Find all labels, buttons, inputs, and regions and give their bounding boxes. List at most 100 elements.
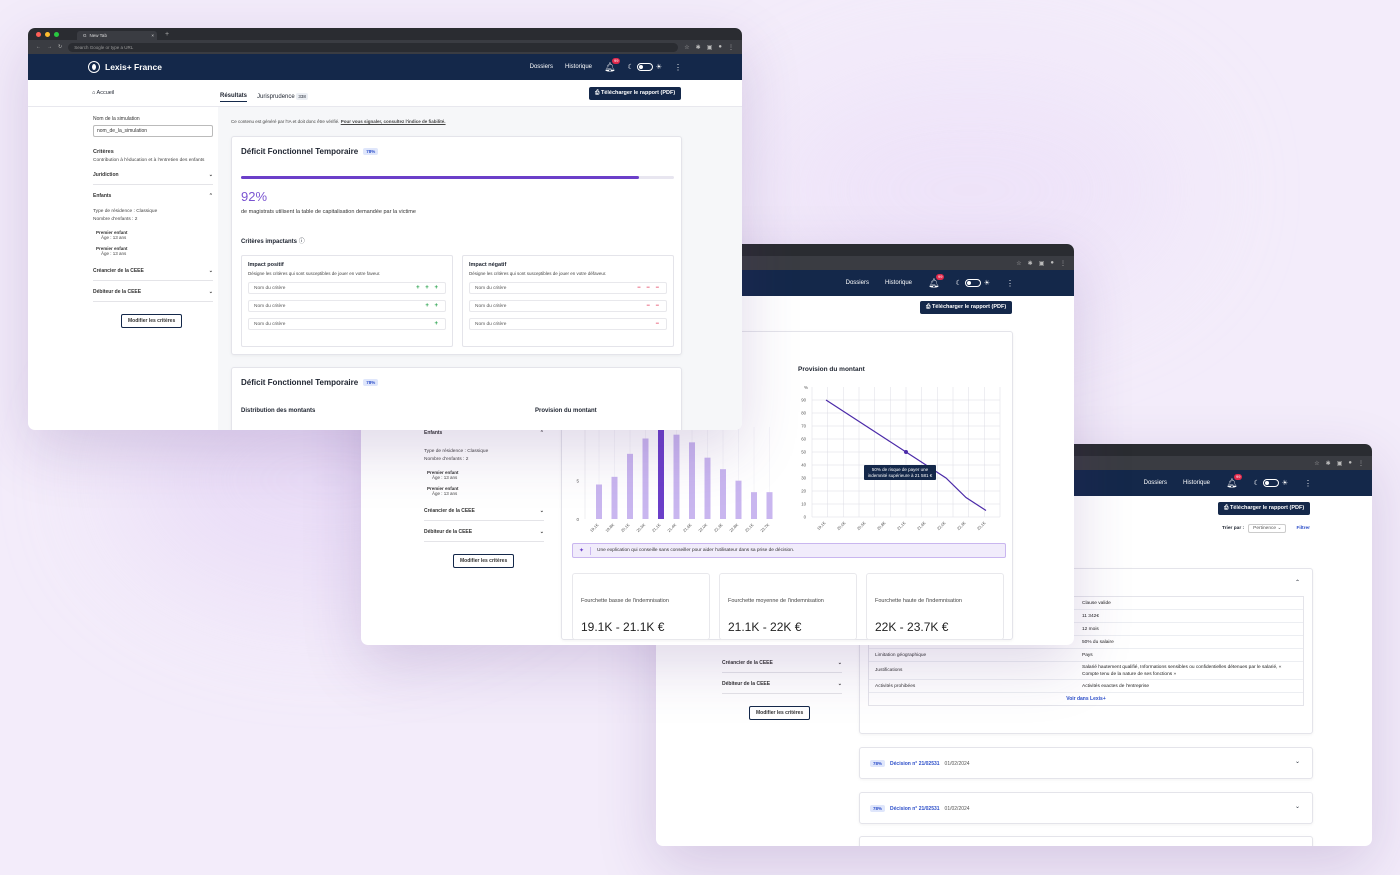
menu-icon[interactable]: ⋮ bbox=[728, 44, 734, 51]
theme-switch[interactable] bbox=[1262, 479, 1279, 487]
section-juridiction[interactable]: Juridiction ⌄ bbox=[93, 164, 213, 185]
y-tick-label: 0 bbox=[576, 517, 579, 522]
nav-historique[interactable]: Historique bbox=[564, 64, 592, 70]
brand-name: Lexis+ France bbox=[105, 62, 162, 72]
bar bbox=[704, 457, 711, 519]
modify-criteria-button[interactable]: Modifier les critères bbox=[453, 554, 515, 568]
new-tab-icon[interactable]: + bbox=[165, 30, 170, 38]
theme-toggle[interactable]: ☾ ☀ bbox=[955, 279, 990, 287]
home-breadcrumb[interactable]: ⌂ Accueil bbox=[92, 90, 114, 96]
menu-icon[interactable]: ⋮ bbox=[1358, 460, 1364, 467]
info-icon[interactable]: ⓘ bbox=[298, 239, 305, 245]
theme-toggle[interactable]: ☾ ☀ bbox=[627, 63, 662, 71]
decision-title[interactable]: Décision n° 21/02531 bbox=[890, 805, 940, 812]
section-debiteur[interactable]: Débiteur de la CEEE ⌄ bbox=[424, 521, 544, 542]
x-tick-label: 23,7K bbox=[759, 522, 770, 533]
sidebar-icon[interactable]: ▣ bbox=[1336, 460, 1343, 467]
star-icon[interactable]: ☆ bbox=[1016, 260, 1022, 267]
simulation-name-input[interactable]: nom_de_la_simulation bbox=[93, 125, 213, 137]
decision-card[interactable] bbox=[859, 836, 1313, 846]
extensions-icon[interactable]: ✱ bbox=[1325, 460, 1331, 467]
filter-link[interactable]: Filtrer bbox=[1296, 526, 1311, 531]
bar bbox=[611, 476, 618, 519]
theme-switch[interactable] bbox=[964, 279, 981, 287]
profile-icon[interactable]: ● bbox=[1348, 459, 1352, 466]
nav-historique[interactable]: Historique bbox=[1182, 480, 1210, 486]
section-creancier[interactable]: Créancier de la CEEE ⌄ bbox=[722, 652, 842, 673]
tab-resultats[interactable]: Résultats bbox=[220, 93, 248, 102]
close-window-icon[interactable] bbox=[36, 31, 41, 37]
section-debiteur[interactable]: Débiteur de la CEEE ⌄ bbox=[722, 673, 842, 694]
forward-icon[interactable]: → bbox=[47, 44, 52, 50]
decision-title[interactable]: Décision n° 21/02531 bbox=[890, 760, 940, 767]
star-icon[interactable]: ☆ bbox=[1314, 460, 1320, 467]
notifications-bell-icon[interactable]: 🔔︎ 99 bbox=[928, 273, 945, 288]
download-report-button[interactable]: ⎙ Télécharger le rapport (PDF) bbox=[1218, 502, 1311, 515]
card-title: Déficit Fonctionnel Temporaire bbox=[241, 147, 359, 156]
download-report-button[interactable]: ⎙ Télécharger le rapport (PDF) bbox=[920, 301, 1013, 314]
star-icon[interactable]: ☆ bbox=[684, 44, 690, 51]
browser-tab[interactable]: G New Tab × bbox=[77, 31, 157, 40]
sidebar-icon[interactable]: ▣ bbox=[1038, 260, 1045, 267]
menu-icon[interactable]: ⋮ bbox=[1060, 260, 1066, 267]
positive-impact-title: Impact positif bbox=[248, 262, 284, 268]
nav-dossiers[interactable]: Dossiers bbox=[529, 64, 553, 70]
more-menu-icon[interactable]: ⋮ bbox=[674, 62, 682, 72]
section-enfants[interactable]: Enfants ⌃ bbox=[93, 185, 213, 205]
notification-badge: 99 bbox=[611, 57, 621, 64]
section-creancier-label: Créancier de la CEEE bbox=[424, 508, 475, 514]
maximize-window-icon[interactable] bbox=[54, 31, 59, 37]
children-count-text: Nombre d'enfants : 2 bbox=[424, 457, 469, 462]
x-tick-label: 22,0K bbox=[697, 522, 708, 533]
bar bbox=[596, 484, 602, 519]
range-label: Fourchette moyenne de l'indemnisation bbox=[728, 598, 824, 604]
chevron-down-icon[interactable]: ⌄ bbox=[1294, 804, 1300, 810]
x-tick-label: 20,5K bbox=[856, 520, 867, 531]
modify-criteria-button[interactable]: Modifier les critères bbox=[121, 314, 183, 328]
decision-card[interactable]: 78% Décision n° 21/02531 01/02/2024 ⌄ bbox=[859, 747, 1313, 779]
theme-toggle[interactable]: ☾ ☀ bbox=[1253, 479, 1288, 487]
list-item: Nom du critère − − − bbox=[469, 282, 667, 294]
percent-value: 92% bbox=[241, 189, 268, 204]
sun-icon: ☀ bbox=[1281, 480, 1288, 487]
notifications-bell-icon[interactable]: 🔔︎ 99 bbox=[1226, 473, 1243, 488]
table-value: Activités exactes de l'entreprise bbox=[1082, 683, 1150, 689]
range-label: Fourchette basse de l'indemnisation bbox=[581, 598, 669, 604]
more-menu-icon[interactable]: ⋮ bbox=[1304, 478, 1312, 488]
chevron-down-icon[interactable]: ⌄ bbox=[1294, 759, 1300, 765]
extensions-icon[interactable]: ✱ bbox=[1027, 260, 1033, 267]
reload-icon[interactable]: ↻ bbox=[58, 44, 63, 50]
section-enfants[interactable]: Enfants ⌃ bbox=[424, 428, 544, 442]
nav-historique[interactable]: Historique bbox=[884, 280, 912, 286]
voir-lexis-link[interactable]: Voir dans Lexis+ bbox=[1066, 696, 1106, 702]
section-creancier[interactable]: Créancier de la CEEE ⌄ bbox=[93, 260, 213, 281]
section-debiteur[interactable]: Débiteur de la CEEE ⌄ bbox=[93, 281, 213, 302]
moon-icon: ☾ bbox=[1253, 480, 1260, 487]
tab-close-icon[interactable]: × bbox=[151, 33, 154, 38]
theme-switch[interactable] bbox=[636, 63, 653, 71]
notifications-bell-icon[interactable]: 🔔︎ 99 bbox=[604, 57, 621, 72]
chevron-up-icon[interactable]: ⌃ bbox=[1294, 580, 1300, 586]
profile-icon[interactable]: ● bbox=[718, 43, 722, 50]
sort-select[interactable]: Pertinence ⌄ bbox=[1248, 524, 1287, 533]
more-menu-icon[interactable]: ⋮ bbox=[1006, 278, 1014, 288]
confidence-pill: 78% bbox=[363, 379, 379, 386]
download-report-button[interactable]: ⎙ Télécharger le rapport (PDF) bbox=[589, 87, 682, 100]
tab-jurisprudence[interactable]: Jurisprudence 338 bbox=[257, 92, 308, 102]
section-creancier[interactable]: Créancier de la CEEE ⌄ bbox=[424, 500, 544, 521]
nav-dossiers[interactable]: Dossiers bbox=[845, 280, 869, 286]
nav-dossiers[interactable]: Dossiers bbox=[1143, 480, 1167, 486]
disclaimer-link[interactable]: Pour vous signaler, consultez l'indice d… bbox=[340, 119, 446, 124]
download-icon: ⎙ bbox=[926, 304, 932, 310]
decision-card[interactable]: 78% Décision n° 21/02531 01/02/2024 ⌄ bbox=[859, 792, 1313, 824]
table-key: Limitation géographique bbox=[875, 652, 927, 658]
sidebar-icon[interactable]: ▣ bbox=[706, 44, 713, 51]
negative-impact-box: Impact négatif Désigne les critères qui … bbox=[462, 255, 674, 347]
minimize-window-icon[interactable] bbox=[45, 31, 50, 37]
back-icon[interactable]: ← bbox=[36, 44, 41, 50]
profile-icon[interactable]: ● bbox=[1050, 259, 1054, 266]
url-input[interactable]: Search Google or type a URL bbox=[68, 42, 679, 52]
modify-criteria-button[interactable]: Modifier les critères bbox=[749, 706, 811, 720]
extensions-icon[interactable]: ✱ bbox=[695, 44, 701, 51]
brand-logo[interactable]: Lexis+ France bbox=[88, 61, 162, 73]
